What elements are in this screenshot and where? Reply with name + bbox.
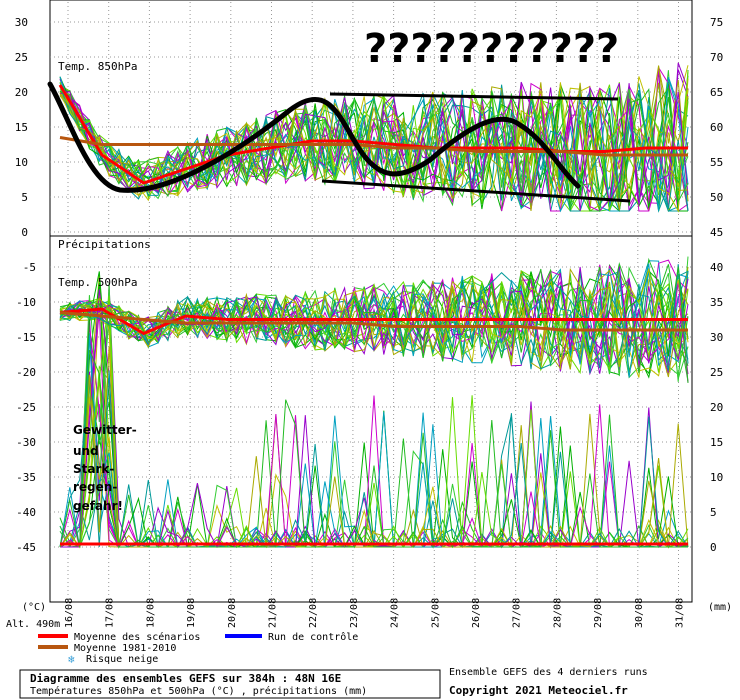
top-right-tick-label: 75: [710, 16, 723, 29]
bottom-right-tick-label: 0: [710, 541, 717, 554]
top-right-tick-label: 70: [710, 51, 723, 64]
storm-annotation-line-4: regen-: [73, 480, 117, 494]
temp850-mean-line: [58, 84, 688, 185]
bottom-left-tick-label: -20: [16, 366, 36, 379]
top-left-tick-label: 20: [15, 86, 28, 99]
date-tick-label: 17/08: [105, 598, 116, 628]
storm-annotation-line-5: gefahr!: [73, 499, 123, 513]
date-tick-label: 31/08: [675, 598, 686, 628]
legend-climo-label: Moyenne 1981-2010: [74, 643, 176, 654]
top-left-tick-label: 25: [15, 51, 28, 64]
top-left-tick-label: 10: [15, 156, 28, 169]
storm-annotation-line-1: Gewitter-: [73, 423, 137, 437]
left-unit-label: (°C): [22, 602, 46, 613]
storm-annotation-line-2: und: [73, 444, 99, 458]
top-right-tick-label: 55: [710, 156, 723, 169]
top-left-tick-label: 0: [21, 226, 28, 239]
footer-copyright: Copyright 2021 Meteociel.fr: [449, 684, 628, 697]
storm-annotation-line-3: Stark-: [73, 462, 114, 476]
date-tick-label: 23/08: [349, 598, 360, 628]
bottom-left-tick-label: -30: [16, 436, 36, 449]
snowflake-icon: ❄: [68, 653, 75, 666]
mean-lines: [58, 84, 688, 546]
storm-annotation: Gewitter- und Stark- regen- gefahr!: [73, 423, 137, 513]
bottom-right-tick-label: 10: [710, 471, 723, 484]
date-tick-label: 20/08: [227, 598, 238, 628]
altitude-label: Alt. 490m: [6, 619, 60, 630]
date-tick-label: 18/08: [145, 598, 156, 628]
axis-ticks: 16/08 17/08 18/08 19/08 20/08 21/08 22/08 23/08…: [15, 16, 724, 628]
bottom-left-tick-label: -45: [16, 541, 36, 554]
top-right-tick-label: 60: [710, 121, 723, 134]
bottom-left-tick-label: -25: [16, 401, 36, 414]
ensemble-member-500: [59, 268, 689, 364]
footer-title: Diagramme des ensembles GEFS sur 384h : …: [30, 672, 341, 685]
top-right-tick-label: 65: [710, 86, 723, 99]
temp850-climo-line: [59, 136, 688, 157]
date-tick-label: 25/08: [430, 598, 441, 628]
date-tick-label: 26/08: [471, 598, 482, 628]
right-unit-label: (mm): [708, 602, 732, 613]
legend-snow-label: Risque neige: [86, 654, 158, 665]
top-right-tick-label: 45: [710, 226, 723, 239]
footer-box: [19, 669, 441, 699]
date-tick-label: 22/08: [308, 598, 319, 628]
question-marks-annotation: ???????????: [364, 26, 619, 72]
ensemble-members: [59, 62, 689, 549]
legend: Moyenne des scénarios Moyenne 1981-2010 …: [38, 631, 358, 666]
ensemble-member-500: [59, 270, 689, 371]
date-tick-label: 24/08: [390, 598, 401, 628]
ensemble-member-500: [59, 257, 689, 372]
bottom-left-tick-label: -40: [16, 506, 36, 519]
date-tick-label: 28/08: [552, 598, 563, 628]
footer-subtitle: Températures 850hPa et 500hPa (°C) , pré…: [30, 685, 367, 697]
top-panel-label: Temp. 850hPa: [58, 60, 137, 73]
date-tick-label: 16/08: [64, 598, 75, 628]
top-right-tick-label: 50: [710, 191, 723, 204]
bottom-left-tick-label: -10: [16, 296, 36, 309]
legend-control-label: Run de contrôle: [268, 631, 358, 643]
top-left-tick-label: 30: [15, 16, 28, 29]
date-tick-label: 21/08: [268, 598, 279, 628]
bottom-left-tick-label: -15: [16, 331, 36, 344]
bottom-right-tick-label: 30: [710, 331, 723, 344]
bottom-right-tick-label: 15: [710, 436, 723, 449]
bottom-right-tick-label: 40: [710, 261, 723, 274]
bottom-right-tick-label: 25: [710, 366, 723, 379]
ensemble-member-850: [59, 78, 689, 213]
top-left-tick-label: 15: [15, 121, 28, 134]
date-tick-label: 19/08: [186, 598, 197, 628]
bottom-right-tick-label: 5: [710, 506, 717, 519]
hand-drawn-annotation: [47, 81, 631, 203]
bottom-left-tick-label: -35: [16, 471, 36, 484]
bottom-right-tick-label: 35: [710, 296, 723, 309]
lower-bound-line: [321, 179, 631, 203]
top-left-tick-label: 5: [21, 191, 28, 204]
precip-member: [59, 325, 688, 548]
temp500-label: Temp. 500hPa: [58, 276, 137, 289]
precip-label: Précipitations: [58, 238, 151, 251]
forecast-sketch-line: [47, 81, 581, 193]
bottom-right-tick-label: 20: [710, 401, 723, 414]
ensemble-member-850: [59, 86, 689, 212]
date-tick-label: 30/08: [634, 598, 645, 628]
ensemble-member-500: [59, 264, 689, 382]
precip-member: [59, 349, 688, 549]
footer-runs: Ensemble GEFS des 4 derniers runs: [449, 667, 648, 678]
legend-mean-label: Moyenne des scénarios: [74, 631, 200, 643]
temp500-mean-line: [59, 307, 688, 336]
bottom-left-tick-label: -5: [23, 261, 36, 274]
date-tick-label: 27/08: [512, 598, 523, 628]
upper-bound-line: [329, 92, 619, 101]
temp500-climo-line: [59, 311, 688, 332]
ensemble-member-850: [59, 95, 688, 212]
date-tick-label: 29/08: [593, 598, 604, 628]
